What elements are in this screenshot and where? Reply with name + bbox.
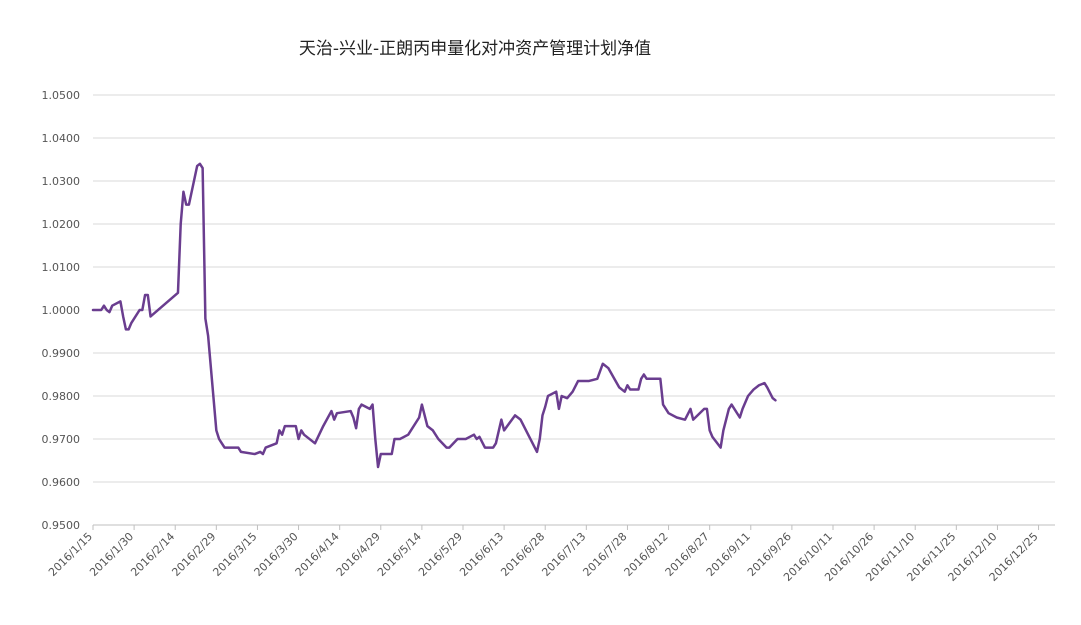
- y-tick-label: 1.0000: [42, 304, 81, 317]
- y-tick-label: 0.9500: [42, 519, 81, 532]
- y-tick-label: 0.9900: [42, 347, 81, 360]
- y-tick-label: 1.0300: [42, 175, 81, 188]
- y-tick-label: 1.0200: [42, 218, 81, 231]
- gridlines: [93, 94, 1055, 526]
- y-tick-label: 0.9800: [42, 390, 81, 403]
- series-line-0: [91, 162, 777, 469]
- y-tick-label: 0.9600: [42, 476, 81, 489]
- y-axis-ticks: 0.9500 0.9600 0.9700 0.9800 0.9900 1.0000 1.01…: [42, 89, 81, 532]
- chart-title: 天治-兴业-正朗丙申量化对冲资产管理计划净值: [298, 39, 652, 59]
- y-tick-label: 1.0100: [42, 261, 81, 274]
- series-layer: [91, 162, 777, 469]
- x-axis-ticks: 2016/1/152016/1/302016/2/142016/2/292016…: [46, 525, 1041, 584]
- y-tick-label: 1.0500: [42, 89, 81, 102]
- y-tick-label: 1.0400: [42, 132, 81, 145]
- y-tick-label: 0.9700: [42, 433, 81, 446]
